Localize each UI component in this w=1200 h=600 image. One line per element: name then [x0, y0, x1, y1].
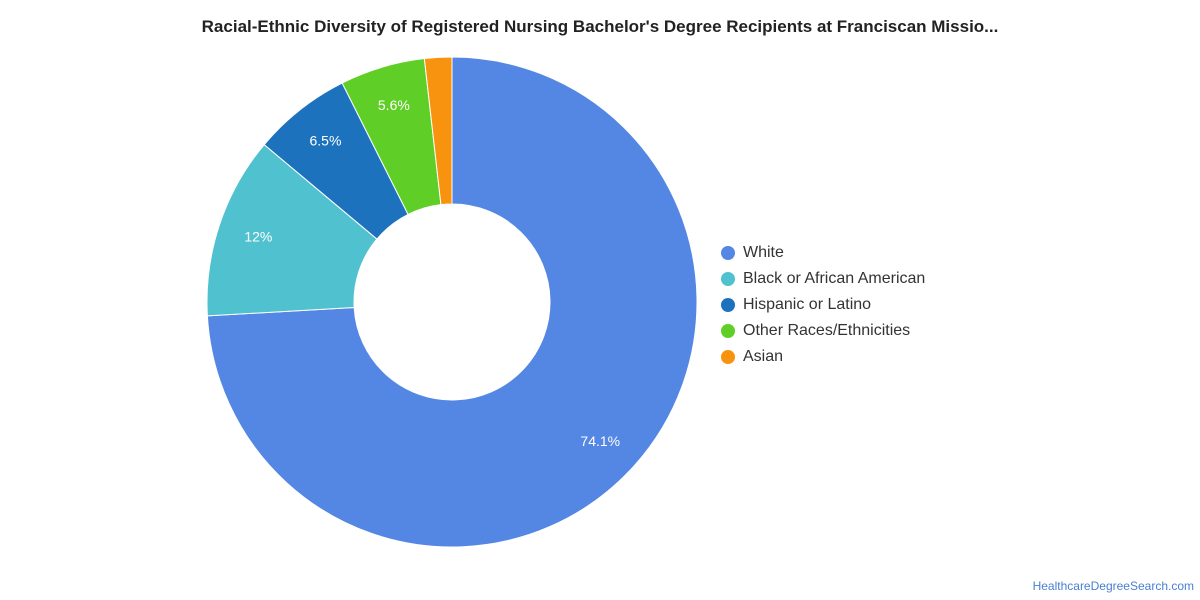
legend-item-hispanic-or-latino[interactable]: Hispanic or Latino: [721, 292, 925, 318]
legend-item-other-races-ethnicities[interactable]: Other Races/Ethnicities: [721, 318, 925, 344]
legend-item-black-or-african-american[interactable]: Black or African American: [721, 266, 925, 292]
slice-asian[interactable]: [423, 56, 453, 206]
donut-slices: [206, 56, 698, 548]
slice-label-black-or-african-american: 12%: [244, 228, 272, 244]
legend-label: White: [743, 244, 784, 261]
legend-label: Black or African American: [743, 270, 926, 287]
legend-dot-icon: [721, 324, 735, 338]
chart-title: Racial-Ethnic Diversity of Registered Nu…: [201, 17, 999, 36]
chart-legend: White Black or African American Hispanic o…: [721, 240, 925, 370]
legend-item-asian[interactable]: Asian: [721, 344, 925, 370]
legend-dot-icon: [721, 298, 735, 312]
slice-white[interactable]: [206, 56, 698, 548]
legend-label: Hispanic or Latino: [743, 296, 872, 313]
legend-item-white[interactable]: White: [721, 240, 925, 266]
legend-dot-icon: [721, 350, 735, 364]
slice-label-white: 74.1%: [580, 433, 620, 449]
slice-label-other-races-ethnicities: 5.6%: [378, 97, 410, 113]
legend-dot-icon: [721, 272, 735, 286]
donut-slice-labels: 74.1% 12% 6.5% 5.6%: [244, 97, 620, 449]
legend-label: Asian: [743, 348, 784, 365]
legend-label: Other Races/Ethnicities: [743, 322, 911, 339]
legend-dot-icon: [721, 246, 735, 260]
slice-black-or-african-american[interactable]: [206, 143, 378, 317]
source-link[interactable]: HealthcareDegreeSearch.com: [1032, 579, 1194, 593]
slice-label-hispanic-or-latino: 6.5%: [309, 133, 341, 149]
